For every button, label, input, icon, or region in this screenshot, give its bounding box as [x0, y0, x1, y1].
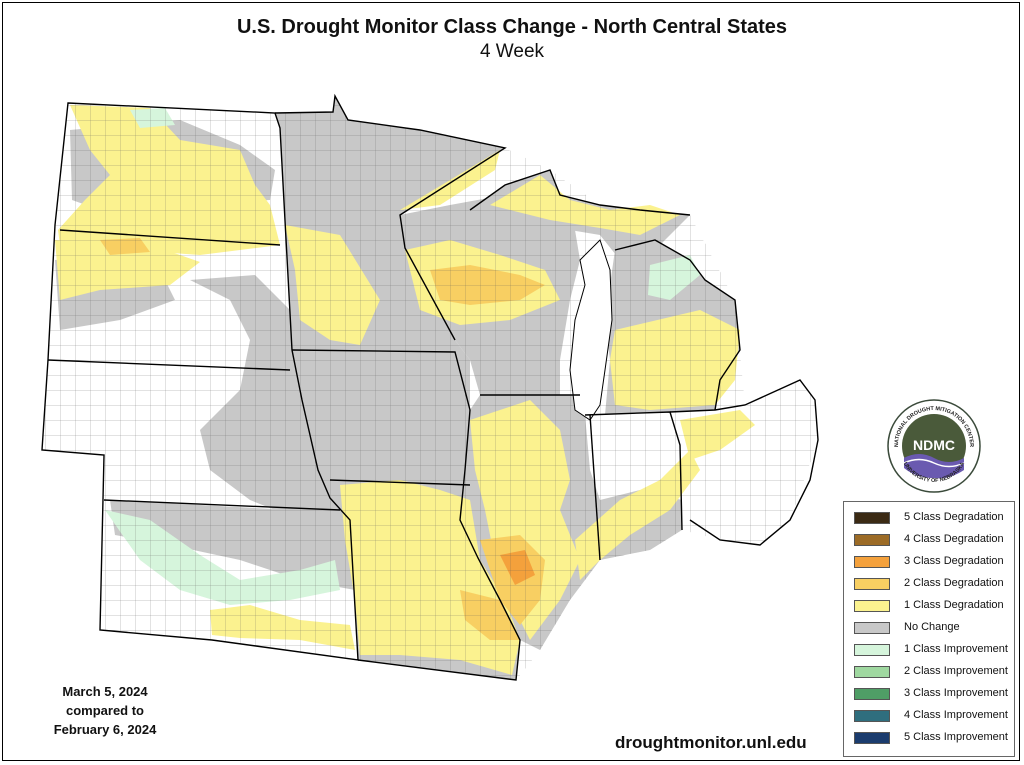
ndmc-logo: NDMC NATIONAL DROUGHT MITIGATION CENTER … — [887, 399, 981, 493]
legend-swatch — [854, 688, 890, 700]
legend-item: No Change — [854, 620, 1014, 636]
legend-label: No Change — [904, 621, 960, 633]
legend-item: 5 Class Improvement — [854, 730, 1014, 746]
legend-swatch — [854, 666, 890, 678]
legend-item: 4 Class Degradation — [854, 532, 1014, 548]
lake-michigan — [569, 239, 613, 421]
legend-item: 5 Class Degradation — [854, 510, 1014, 526]
date-line-1: March 5, 2024 — [62, 684, 148, 699]
legend-label: 2 Class Degradation — [904, 577, 1004, 589]
legend-swatch — [854, 534, 890, 546]
legend-item: 1 Class Improvement — [854, 642, 1014, 658]
legend-label: 5 Class Degradation — [904, 511, 1004, 523]
legend-swatch — [854, 710, 890, 722]
state-borders — [41, 93, 819, 681]
legend-item: 3 Class Degradation — [854, 554, 1014, 570]
legend-label: 4 Class Improvement — [904, 709, 1008, 721]
legend-swatch — [854, 622, 890, 634]
legend-item: 2 Class Degradation — [854, 576, 1014, 592]
legend-item: 1 Class Degradation — [854, 598, 1014, 614]
legend-label: 1 Class Improvement — [904, 643, 1008, 655]
legend-swatch — [854, 578, 890, 590]
date-line-2: compared to — [65, 703, 144, 718]
legend-item: 4 Class Improvement — [854, 708, 1014, 724]
source-url: droughtmonitor.unl.edu — [615, 733, 807, 752]
legend-label: 3 Class Improvement — [904, 687, 1008, 699]
legend-swatch — [854, 644, 890, 656]
legend-label: 5 Class Improvement — [904, 731, 1008, 743]
legend-label: 3 Class Degradation — [904, 555, 1004, 567]
legend-swatch — [854, 600, 890, 612]
legend-item: 3 Class Improvement — [854, 686, 1014, 702]
legend-swatch — [854, 556, 890, 568]
date-line-3: February 6, 2024 — [53, 722, 157, 737]
county-grid — [42, 96, 818, 680]
legend-label: 1 Class Degradation — [904, 599, 1004, 611]
ndmc-abbr: NDMC — [913, 437, 955, 453]
date-block: March 5, 2024 compared to February 6, 20… — [30, 682, 180, 739]
map-subtitle: 4 Week — [479, 41, 545, 62]
legend-swatch — [854, 732, 890, 744]
map-title: U.S. Drought Monitor Class Change - Nort… — [236, 16, 788, 38]
legend-label: 2 Class Improvement — [904, 665, 1008, 677]
legend-item: 2 Class Improvement — [854, 664, 1014, 680]
legend-label: 4 Class Degradation — [904, 533, 1004, 545]
legend: 5 Class Degradation 4 Class Degradation 3 … — [843, 501, 1015, 757]
legend-swatch — [854, 512, 890, 524]
